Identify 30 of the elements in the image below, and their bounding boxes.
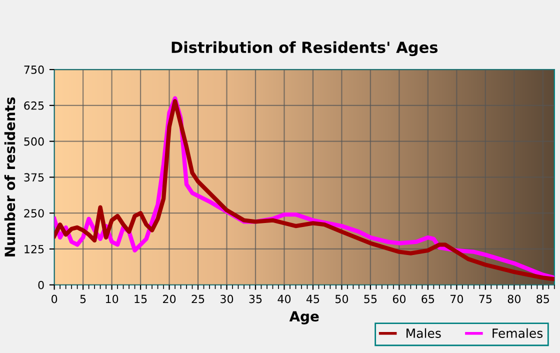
y-axis-title: Number of residents <box>4 97 16 256</box>
x-tick-label: 0 <box>52 294 58 304</box>
y-tick-label: 250 <box>24 209 44 218</box>
y-tick-label: 125 <box>24 244 44 254</box>
x-tick-label: 50 <box>336 294 348 304</box>
x-tick-label: 85 <box>536 294 550 304</box>
x-tick-label: 20 <box>163 294 176 304</box>
y-tick-label: 750 <box>24 66 44 74</box>
y-tick-label: 375 <box>24 173 44 182</box>
x-axis-title: Age <box>289 311 319 324</box>
x-tick-label: 15 <box>134 294 147 304</box>
y-tick-label: 625 <box>24 101 44 110</box>
x-tick-label: 75 <box>479 294 492 304</box>
chart-title: Distribution of Residents' Ages <box>172 41 438 56</box>
x-tick-label: 55 <box>364 294 377 304</box>
y-tick-label: 0 <box>38 280 44 290</box>
legend-label: Females <box>492 328 543 338</box>
x-tick-label: 80 <box>508 294 520 304</box>
x-tick-label: 30 <box>220 294 234 304</box>
x-tick-label: 45 <box>306 294 320 304</box>
x-tick-label: 25 <box>192 294 204 304</box>
x-tick-label: 60 <box>392 294 406 304</box>
x-tick-label: 70 <box>450 294 464 304</box>
x-tick-label: 65 <box>422 294 434 304</box>
y-tick-label: 500 <box>24 137 44 146</box>
x-tick-label: 35 <box>249 294 262 304</box>
x-tick-label: 10 <box>106 294 118 304</box>
legend-label: Males <box>406 328 441 338</box>
x-tick-label: 40 <box>278 294 291 304</box>
x-tick-label: 5 <box>80 294 86 304</box>
